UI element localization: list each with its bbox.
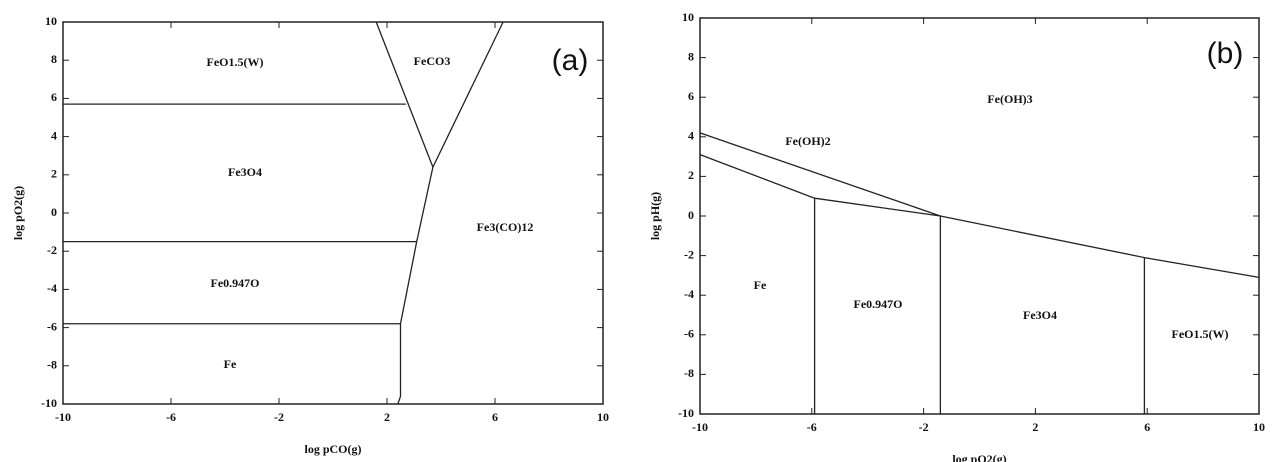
x-tick-label: -6 <box>807 420 817 434</box>
y-tick-label: 10 <box>682 10 694 24</box>
region-label: Fe3O4 <box>1023 308 1057 322</box>
x-tick-label: 2 <box>1032 420 1038 434</box>
x-tick-label: -10 <box>55 410 71 424</box>
region-label: FeCO3 <box>414 54 451 68</box>
y-axis-label: log pH(g) <box>648 192 662 240</box>
region-label: Fe <box>224 357 237 371</box>
y-tick-label: -2 <box>684 247 694 261</box>
x-axis-label: log pCO(g) <box>305 442 362 456</box>
y-tick-label: 6 <box>688 89 694 103</box>
y-tick-label: 0 <box>51 205 57 219</box>
region-label: Fe3(CO)12 <box>477 220 534 234</box>
y-tick-label: 8 <box>688 49 694 63</box>
y-tick-label: -8 <box>47 358 57 372</box>
y-tick-label: 6 <box>51 90 57 104</box>
y-tick-label: -4 <box>684 287 694 301</box>
region-label: FeO1.5(W) <box>1172 327 1229 341</box>
region-label: Fe(OH)3 <box>987 92 1032 106</box>
y-tick-label: -10 <box>41 396 57 410</box>
region-label: FeO1.5(W) <box>207 55 264 69</box>
region-label: Fe <box>754 278 767 292</box>
y-axis-label: log pO2(g) <box>11 186 25 240</box>
y-tick-label: 2 <box>688 168 694 182</box>
boundary-line <box>397 167 434 405</box>
y-tick-label: -4 <box>47 281 57 295</box>
region-label: Fe0.947O <box>854 297 903 311</box>
x-tick-label: -2 <box>274 410 284 424</box>
boundary-line <box>699 132 941 217</box>
x-tick-label: 6 <box>492 410 498 424</box>
region-label: Fe0.947O <box>211 276 260 290</box>
y-tick-label: 0 <box>688 208 694 222</box>
x-tick-label: 10 <box>597 410 609 424</box>
x-tick-label: -10 <box>692 420 708 434</box>
y-tick-label: 8 <box>51 52 57 66</box>
boundary-line <box>699 154 941 217</box>
panel-label: (a) <box>552 44 589 77</box>
plot-frame <box>62 21 604 405</box>
y-tick-label: -6 <box>47 319 57 333</box>
x-tick-label: -6 <box>166 410 176 424</box>
y-tick-label: -2 <box>47 243 57 257</box>
x-tick-label: 10 <box>1253 420 1265 434</box>
x-tick-label: 2 <box>384 410 390 424</box>
y-tick-label: -6 <box>684 327 694 341</box>
y-tick-label: 10 <box>45 14 57 28</box>
x-tick-label: -2 <box>919 420 929 434</box>
y-tick-label: -10 <box>678 406 694 420</box>
y-tick-label: 4 <box>51 128 57 142</box>
panel-label: (b) <box>1207 37 1244 70</box>
y-tick-label: -8 <box>684 366 694 380</box>
region-label: Fe(OH)2 <box>785 134 830 148</box>
x-axis-label: log pO2(g) <box>952 452 1006 462</box>
y-tick-label: 2 <box>51 167 57 181</box>
boundary-line <box>375 21 504 169</box>
region-label: Fe3O4 <box>228 165 262 179</box>
x-tick-label: 6 <box>1144 420 1150 434</box>
y-tick-label: 4 <box>688 129 694 143</box>
boundary-line <box>940 215 1260 279</box>
plot-frame <box>699 17 1260 415</box>
